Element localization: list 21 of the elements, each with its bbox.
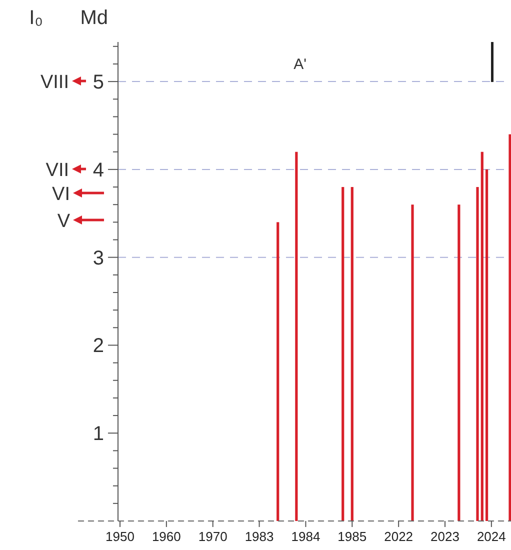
y-axis-title: Md <box>80 7 108 29</box>
x-tick-label: 1983 <box>244 529 274 544</box>
text: VIII <box>40 72 69 93</box>
x-tick-label: 1985 <box>338 529 367 544</box>
x-tick-label: 1970 <box>198 529 228 544</box>
text: V <box>57 211 70 232</box>
text: VI <box>52 184 70 205</box>
x-tick-label: 2024 <box>476 529 506 544</box>
y-tick-label: 3 <box>92 247 104 270</box>
x-tick-label: 2022 <box>384 529 414 544</box>
x-tick-label: 1960 <box>152 529 181 544</box>
text: A' <box>294 56 307 73</box>
x-tick-label: 2023 <box>430 529 460 544</box>
text: I₀ <box>29 7 43 29</box>
x-tick-label: 1984 <box>291 529 320 544</box>
y-tick-label: 5 <box>92 72 104 94</box>
x-tick-label: 1950 <box>106 529 134 544</box>
text: VII <box>46 160 69 181</box>
y-tick-label: 1 <box>92 423 104 446</box>
y-tick-label: 4 <box>92 159 104 182</box>
y-tick-label: 2 <box>92 335 104 358</box>
